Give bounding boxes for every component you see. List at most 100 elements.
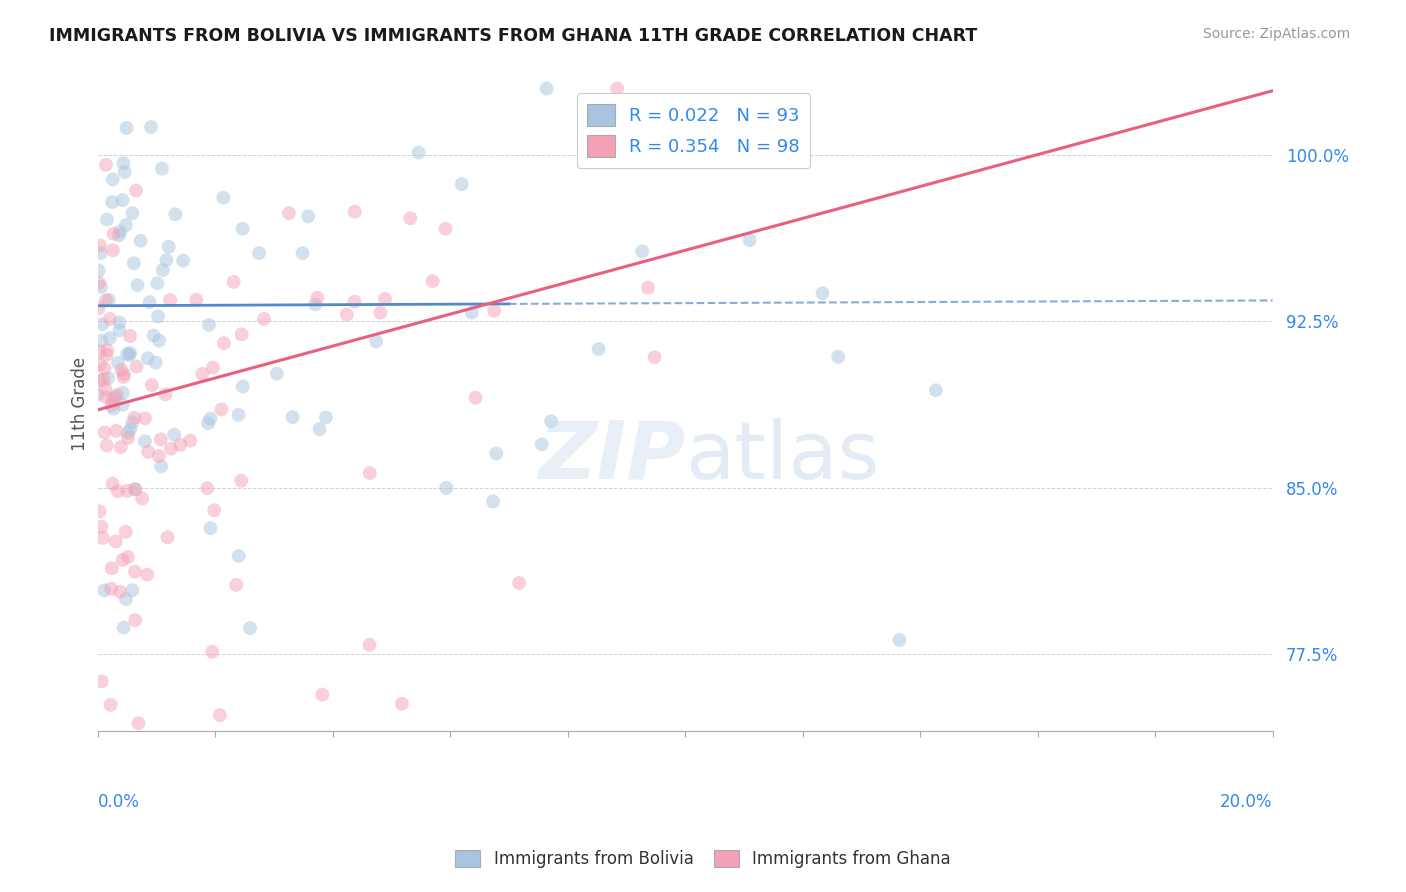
Point <box>631 244 654 259</box>
Point <box>482 494 505 508</box>
Point <box>127 278 149 293</box>
Point <box>124 410 146 425</box>
Point <box>90 246 112 260</box>
Point <box>100 561 122 575</box>
Point <box>201 360 224 375</box>
Point <box>139 120 162 134</box>
Point <box>336 308 359 322</box>
Point <box>124 483 146 497</box>
Point <box>115 218 138 232</box>
Point <box>115 592 138 607</box>
Point <box>482 303 505 318</box>
Point <box>155 387 177 401</box>
Point <box>96 212 118 227</box>
Point <box>87 263 110 277</box>
Point <box>606 81 628 95</box>
Point <box>93 583 115 598</box>
Point <box>104 390 127 404</box>
Text: 20.0%: 20.0% <box>1220 794 1272 812</box>
Point <box>114 524 136 539</box>
Point <box>148 334 170 348</box>
Point <box>201 645 224 659</box>
Point <box>94 382 117 396</box>
Point <box>277 206 299 220</box>
Point <box>343 204 366 219</box>
Point <box>485 446 508 460</box>
Point <box>105 424 128 438</box>
Point <box>157 240 180 254</box>
Point <box>127 716 149 731</box>
Point <box>87 276 110 290</box>
Point <box>134 411 156 425</box>
Point <box>191 367 214 381</box>
Point <box>225 578 247 592</box>
Point <box>91 318 114 332</box>
Point <box>239 621 262 635</box>
Text: atlas: atlas <box>685 417 880 496</box>
Point <box>391 697 413 711</box>
Point <box>107 356 129 370</box>
Point <box>540 414 562 428</box>
Point <box>96 343 118 358</box>
Point <box>637 280 659 294</box>
Point <box>343 294 366 309</box>
Point <box>89 504 111 518</box>
Text: 0.0%: 0.0% <box>97 794 139 812</box>
Point <box>200 411 222 425</box>
Point <box>93 425 115 440</box>
Point <box>195 481 218 495</box>
Point <box>108 228 131 243</box>
Point <box>100 582 122 596</box>
Point <box>253 312 276 326</box>
Legend: R = 0.022   N = 93, R = 0.354   N = 98: R = 0.022 N = 93, R = 0.354 N = 98 <box>576 93 810 168</box>
Point <box>359 638 381 652</box>
Point <box>374 292 396 306</box>
Point <box>464 391 486 405</box>
Point <box>93 361 115 376</box>
Point <box>146 310 169 324</box>
Point <box>94 158 117 172</box>
Point <box>91 531 114 545</box>
Point <box>156 530 179 544</box>
Point <box>121 415 143 429</box>
Point <box>93 372 115 386</box>
Point <box>208 708 231 723</box>
Point <box>136 567 159 582</box>
Point <box>148 449 170 463</box>
Point <box>101 399 124 413</box>
Point <box>172 253 194 268</box>
Point <box>232 221 254 235</box>
Point <box>89 358 111 372</box>
Point <box>231 327 253 342</box>
Point <box>101 195 124 210</box>
Point <box>125 359 148 374</box>
Point <box>138 295 160 310</box>
Point <box>117 431 139 445</box>
Point <box>89 344 111 359</box>
Point <box>359 466 381 480</box>
Point <box>141 378 163 392</box>
Point <box>228 408 250 422</box>
Point <box>827 350 849 364</box>
Point <box>307 291 329 305</box>
Y-axis label: 11th Grade: 11th Grade <box>72 358 89 451</box>
Point <box>96 348 118 362</box>
Point <box>94 293 117 308</box>
Point <box>112 621 135 635</box>
Point <box>98 312 121 326</box>
Point <box>89 238 111 252</box>
Point <box>536 81 558 95</box>
Point <box>104 534 127 549</box>
Point <box>370 306 392 320</box>
Point <box>200 521 222 535</box>
Point <box>159 293 181 307</box>
Point <box>98 331 121 345</box>
Point <box>142 328 165 343</box>
Point <box>124 483 146 497</box>
Point <box>228 549 250 563</box>
Point <box>232 379 254 393</box>
Point <box>209 402 232 417</box>
Point <box>94 390 117 404</box>
Point <box>122 256 145 270</box>
Point <box>101 244 124 258</box>
